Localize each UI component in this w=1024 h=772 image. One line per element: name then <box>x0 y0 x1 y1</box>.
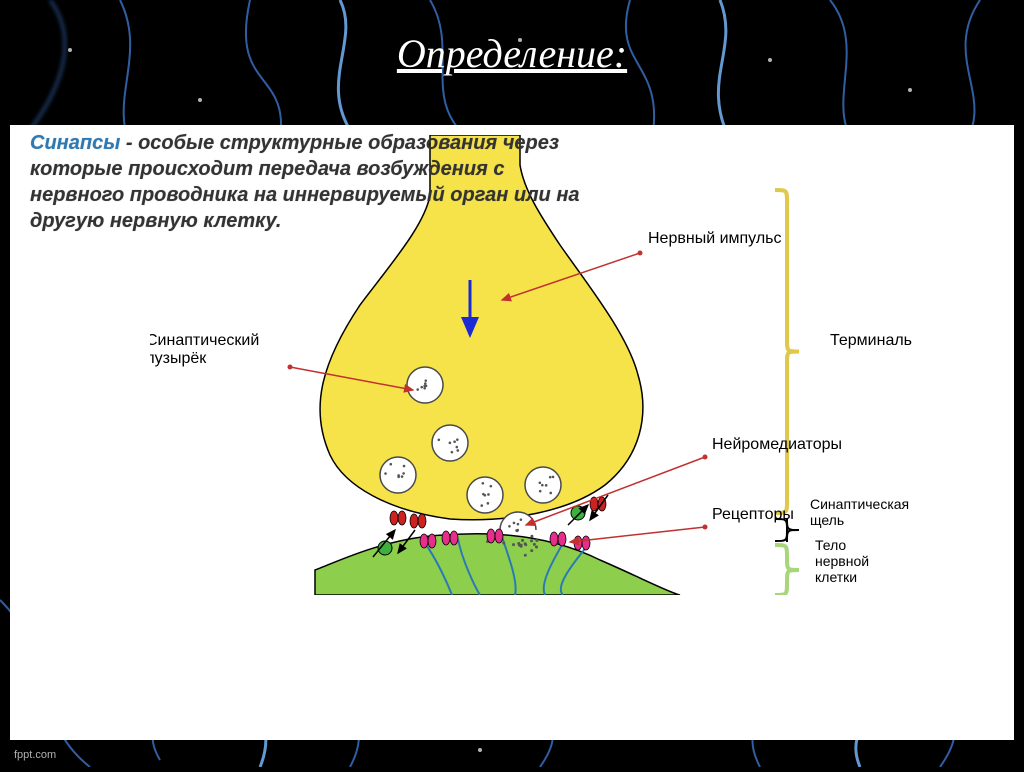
svg-text:Нервный импульс: Нервный импульс <box>648 230 782 247</box>
svg-text:нервной: нервной <box>815 553 869 569</box>
svg-text:пузырёк: пузырёк <box>150 350 207 367</box>
svg-text:Синаптическая: Синаптическая <box>810 496 909 512</box>
svg-text:Терминаль: Терминаль <box>830 332 912 349</box>
slide: Определение: Синапсы - особые структурны… <box>0 0 1024 767</box>
svg-text:Нейромедиаторы: Нейромедиаторы <box>712 436 842 453</box>
svg-text:Рецепторы: Рецепторы <box>712 506 794 523</box>
svg-text:щель: щель <box>810 512 844 528</box>
svg-text:клетки: клетки <box>815 569 857 585</box>
slide-title: Определение: <box>0 30 1024 77</box>
definition-text: Синапсы - особые структурные образования… <box>30 130 590 234</box>
definition-term: Синапсы <box>30 132 120 154</box>
footer-attribution: fppt.com <box>14 749 56 761</box>
svg-text:Синаптический: Синаптический <box>150 332 259 349</box>
svg-text:Тело: Тело <box>815 537 846 553</box>
